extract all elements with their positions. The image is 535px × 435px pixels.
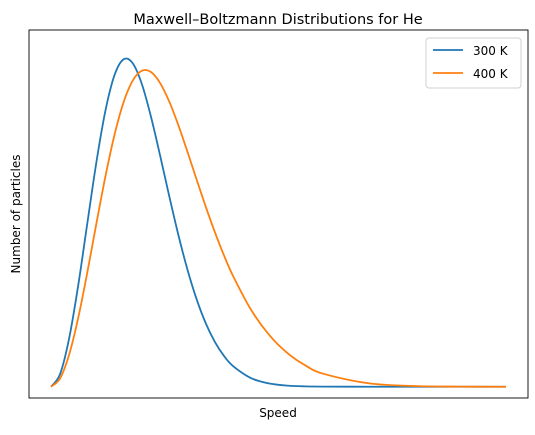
chart-title: Maxwell–Boltzmann Distributions for He xyxy=(133,12,422,28)
legend: 300 K 400 K xyxy=(425,37,522,89)
series-line-400k xyxy=(50,69,507,388)
y-axis-label: Number of particles xyxy=(9,155,23,274)
x-axis-label: Speed xyxy=(259,406,297,420)
legend-label-400k: 400 K xyxy=(473,67,509,81)
plot-area xyxy=(28,29,529,399)
series-line-300k xyxy=(50,57,506,388)
legend-label-300k: 300 K xyxy=(473,44,509,58)
series-layer xyxy=(50,57,507,388)
